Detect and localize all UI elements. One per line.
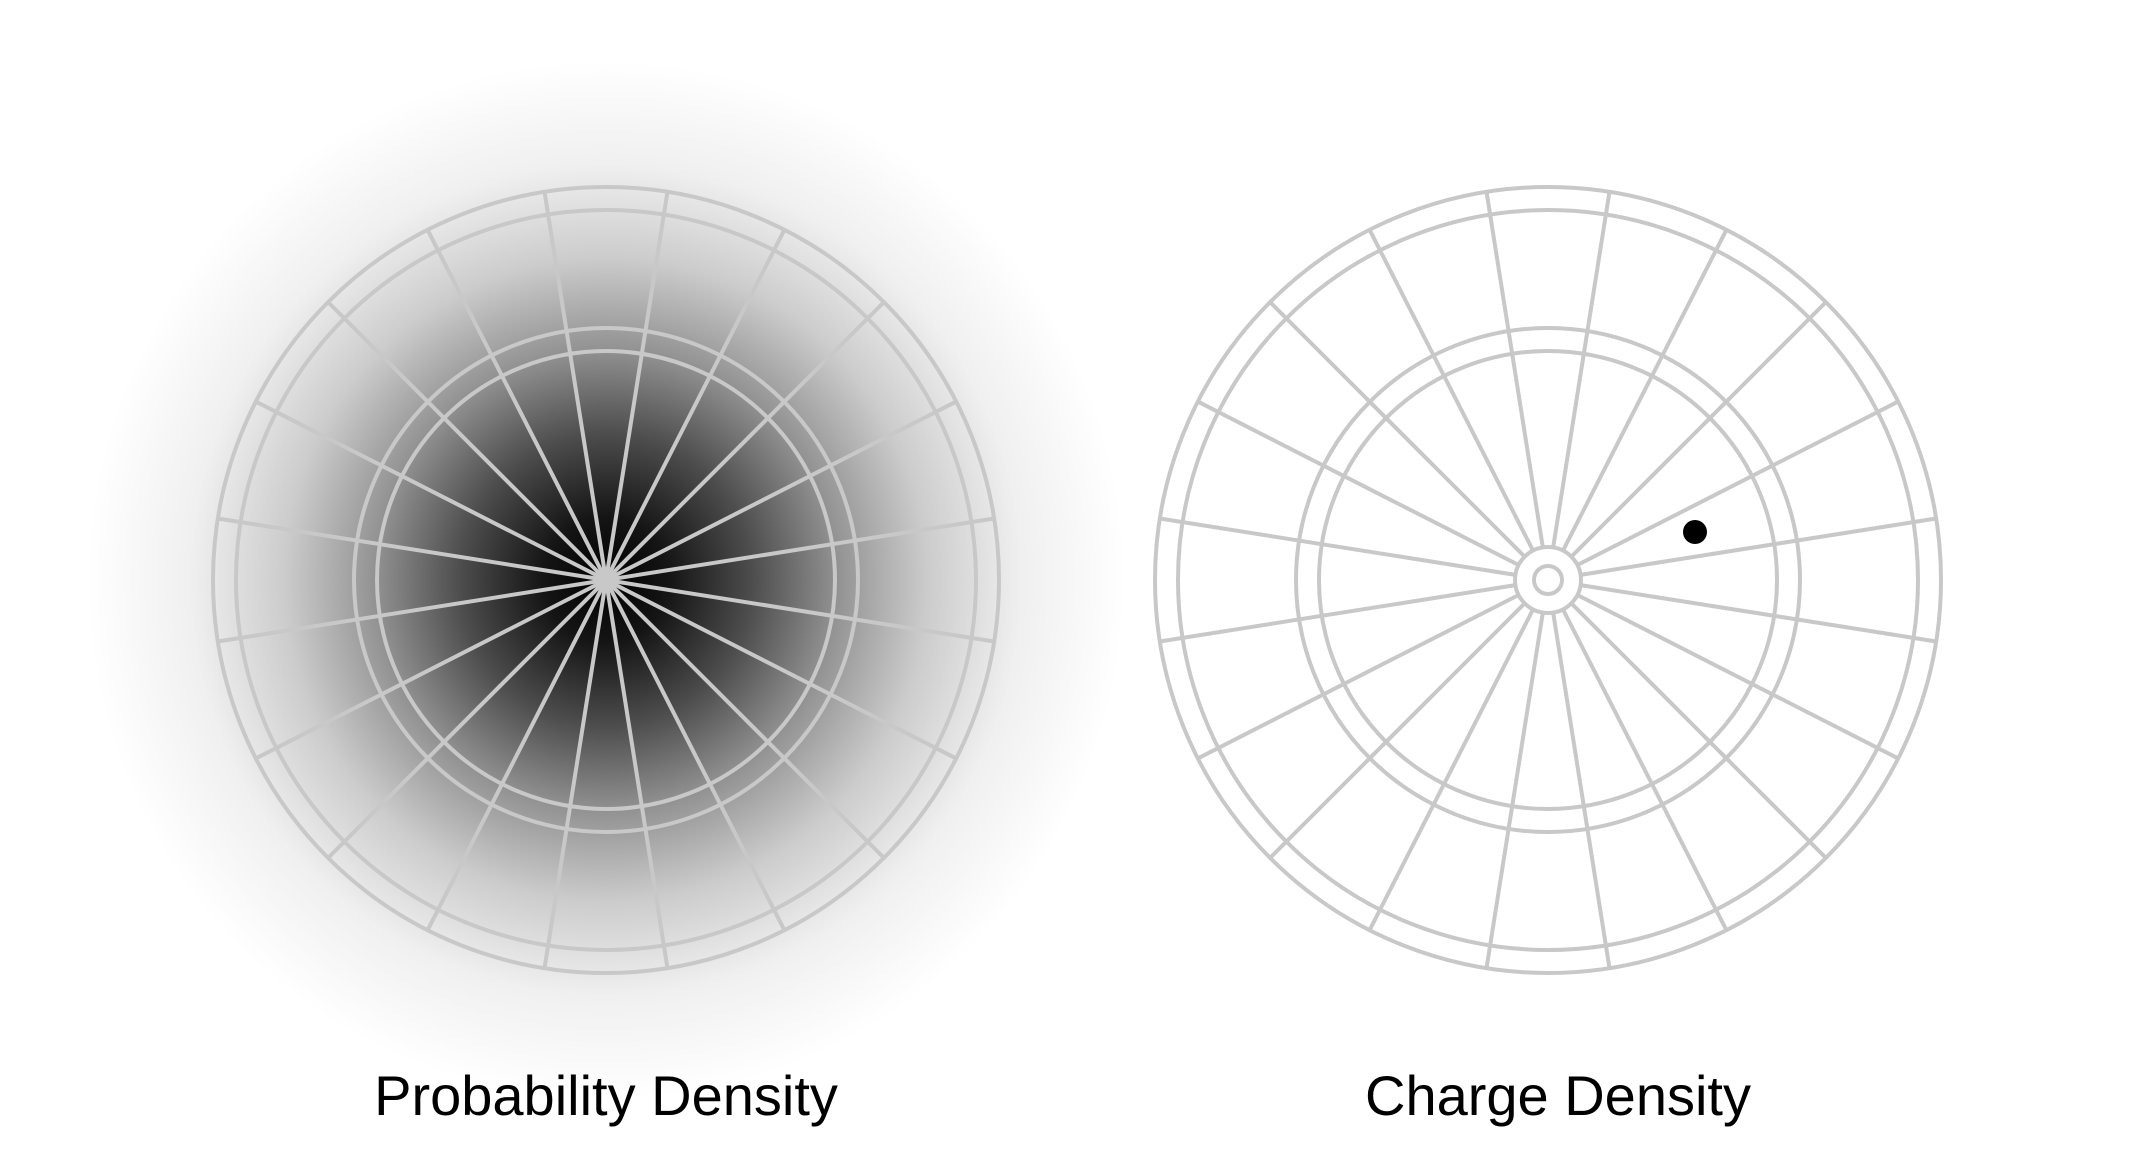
middle-inner-ring (1317, 349, 1779, 811)
dartboard-spoke (605, 578, 995, 644)
dartboard-spoke (604, 578, 886, 860)
electron-dot (1683, 520, 1707, 544)
dartboard-spoke (425, 579, 608, 932)
dartboard-spoke (1268, 300, 1527, 559)
charge-dartboard-grid (1153, 185, 1943, 975)
dartboard-spoke (605, 399, 958, 582)
charge-density-caption: Charge Density (1365, 1064, 1751, 1127)
bullseye-inner-ring (1532, 564, 1564, 596)
dartboard-spoke (1569, 601, 1828, 860)
dartboard-spoke (1159, 516, 1516, 577)
dartboard-spoke (1551, 612, 1612, 969)
dartboard-spoke (1196, 399, 1520, 567)
dartboard-spoke (217, 516, 607, 582)
dartboard-spoke (1580, 516, 1937, 577)
dartboard-spoke (254, 399, 607, 582)
dartboard-spoke (1268, 601, 1527, 860)
dartboard-spoke (254, 578, 607, 761)
dartboard-spoke (1551, 191, 1612, 548)
dartboard-spoke (1196, 593, 1520, 761)
dartboard-spoke (1580, 583, 1937, 644)
outer-ring (1153, 185, 1943, 975)
dartboard-spoke (1367, 608, 1535, 932)
outer-ring (211, 185, 1001, 975)
dartboard-spoke (326, 578, 608, 860)
dartboard-spoke (605, 578, 958, 761)
dartboard-spoke (604, 579, 787, 932)
dartboard-spoke (1367, 228, 1535, 552)
dartboard-spoke (542, 191, 608, 581)
middle-ring (352, 326, 860, 834)
dartboard-spoke (1484, 191, 1545, 548)
dartboard-spoke (1561, 608, 1729, 932)
middle-ring (1294, 326, 1802, 834)
probability-density-panel: Probability Density (86, 60, 1126, 1127)
dartboard-spoke (217, 578, 607, 644)
dartboard-spoke (326, 300, 608, 582)
dartboard-spoke (1576, 593, 1900, 761)
dartboard-spoke (1561, 228, 1729, 552)
dartboard-spoke (604, 191, 670, 581)
probability-dartboard-grid (211, 185, 1001, 975)
dartboard-spoke (604, 228, 787, 581)
dartboard-spoke (1576, 399, 1900, 567)
bullseye-outer-ring (1513, 545, 1583, 615)
dartboard-spoke (605, 516, 995, 582)
dartboard-spoke (425, 228, 608, 581)
probability-density-caption: Probability Density (374, 1064, 838, 1127)
dartboard-spoke (604, 300, 886, 582)
dartboard-spoke (542, 579, 608, 969)
dartboard-spoke (1159, 583, 1516, 644)
dartboard-spoke (604, 579, 670, 969)
charge-density-panel: Charge Density (1153, 185, 1943, 1127)
middle-inner-ring (375, 349, 837, 811)
outer-inner-ring (1176, 208, 1920, 952)
dartboard-spoke (1484, 612, 1545, 969)
dartboard-spoke (1569, 300, 1828, 559)
outer-inner-ring (234, 208, 978, 952)
